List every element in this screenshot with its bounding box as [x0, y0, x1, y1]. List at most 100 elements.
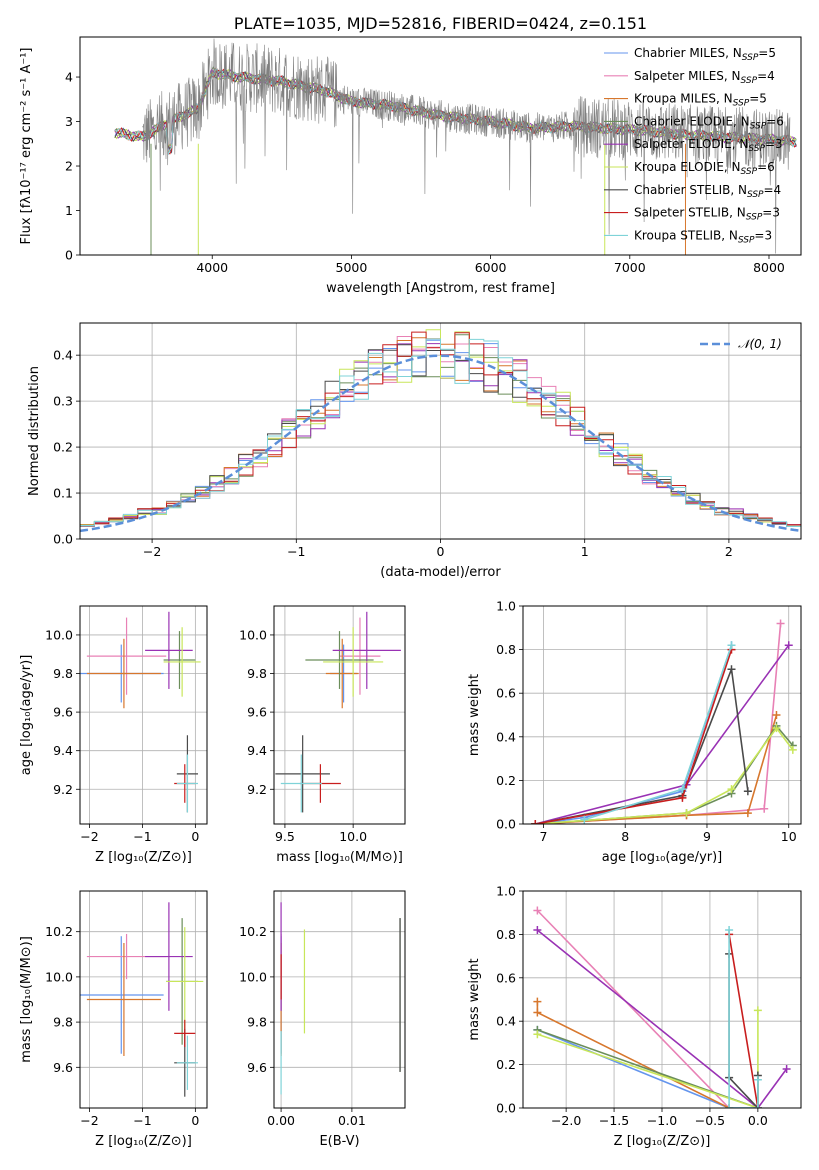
mass-weight-marker	[580, 815, 589, 824]
mass-weight-line	[537, 1010, 759, 1108]
mass-weight-marker	[784, 641, 793, 650]
y-tick-label: 0.0	[496, 1101, 516, 1116]
y-tick-label: 0.4	[53, 348, 73, 363]
mass-weight-marker	[753, 1104, 762, 1108]
x-tick-label: 5000	[336, 260, 368, 275]
y-tick-label: 4	[65, 70, 73, 85]
axes-age-Z: −2 −1 0 9.2 9.4 9.6 9.8 10.0 Z [log₁₀(Z/Z⊙)] age …	[19, 605, 208, 865]
plot-area	[80, 606, 207, 824]
y-tick-label: 1.0	[496, 599, 516, 614]
mass-weight-marker	[682, 809, 691, 818]
plot-area	[274, 606, 405, 824]
x-tick-label: 1	[581, 544, 589, 559]
x-tick-label: −1.5	[599, 1113, 629, 1128]
y-tick-label: 1.0	[496, 884, 516, 899]
mass-weight-marker	[533, 1008, 542, 1017]
legend-label: Chabrier ELODIE, NSSP=6	[634, 114, 784, 131]
x-tick-label: −1	[287, 544, 305, 559]
x-tick-label: −0.5	[695, 1113, 725, 1128]
y-tick-label: 9.6	[247, 705, 267, 720]
mass-weight-marker	[760, 804, 769, 813]
axes-frame	[522, 605, 802, 825]
y-tick-label: 2	[65, 159, 73, 174]
y-tick-label: 9.8	[247, 666, 267, 681]
x-axis-label: (data-model)/error	[380, 565, 501, 580]
y-axis-label: mass weight	[467, 674, 482, 756]
x-tick-label: 0.00	[267, 1113, 295, 1128]
mass-weight-line	[728, 934, 759, 1108]
legend-label: Kroupa ELODIE, NSSP=6	[634, 160, 775, 177]
mass-weight-marker	[727, 665, 736, 674]
plot-area	[80, 323, 801, 539]
x-tick-label: 6000	[475, 260, 507, 275]
axes-frame	[273, 890, 406, 1109]
x-tick-label: −2.0	[551, 1113, 581, 1128]
y-tick-label: 0.8	[496, 927, 516, 942]
mass-weight-marker	[533, 1030, 542, 1039]
legend-label: Chabrier MILES, NSSP=5	[634, 46, 776, 63]
y-tick-label: 10.0	[239, 969, 267, 984]
x-tick-label: 4000	[196, 260, 228, 275]
y-axis-label: mass [log₁₀(M/M⊙)]	[19, 936, 34, 1063]
x-tick-label: 10.0	[339, 829, 367, 844]
mass-weight-line	[536, 909, 730, 1108]
legend-label: Kroupa STELIB, NSSP=3	[634, 228, 772, 245]
x-tick-label: 0	[437, 544, 445, 559]
y-tick-label: 1	[65, 203, 73, 218]
x-tick-label: 8	[621, 829, 629, 844]
mass-weight-marker	[782, 1064, 791, 1073]
y-tick-label: 0.3	[53, 394, 73, 409]
mass-weight-marker	[727, 785, 736, 794]
x-axis-label: E(B-V)	[319, 1134, 359, 1149]
y-tick-label: 0.0	[496, 817, 516, 832]
x-tick-label: 7	[539, 829, 547, 844]
y-tick-label: 9.8	[53, 666, 73, 681]
x-tick-label: 8000	[753, 260, 785, 275]
chart-title: PLATE=1035, MJD=52816, FIBERID=0424, z=0…	[234, 14, 647, 33]
y-axis-label: Normed distribution	[27, 366, 42, 496]
mass-weight-marker	[533, 926, 542, 935]
y-tick-label: 9.2	[247, 782, 267, 797]
axes-mass-EBV: 0.00 0.01 9.6 9.8 10.0 10.2 E(B-V)	[239, 890, 406, 1149]
x-axis-label: wavelength [Angstrom, rest frame]	[326, 281, 555, 296]
histogram-step-line	[80, 338, 801, 527]
axes-frame	[79, 890, 208, 1109]
histogram-step-line	[80, 331, 801, 526]
observed-spectrum-line	[142, 38, 791, 254]
plot-area	[114, 38, 797, 255]
x-tick-label: −2	[80, 1113, 98, 1128]
y-tick-label: 0.2	[496, 773, 516, 788]
y-tick-label: 10.0	[45, 969, 73, 984]
mass-weight-line	[536, 929, 788, 1108]
y-tick-label: 0	[65, 248, 73, 263]
x-axis-label: age [log₁₀(age/yr)]	[602, 850, 723, 865]
y-tick-label: 3	[65, 114, 73, 129]
y-tick-label: 0.1	[53, 486, 73, 501]
y-tick-label: 9.6	[53, 705, 73, 720]
mass-weight-marker	[678, 785, 687, 794]
y-tick-label: 10.0	[45, 627, 73, 642]
y-tick-label: 0.2	[496, 1057, 516, 1072]
x-axis-label: Z [log₁₀(Z/Z⊙)]	[95, 850, 192, 865]
y-tick-label: 9.6	[53, 1060, 73, 1075]
plot-area	[274, 891, 405, 1108]
x-tick-label: 0	[191, 1113, 199, 1128]
axes-age-mass: 9.5 10.0 9.2 9.4 9.6 9.8 10.0 mass [log₁₀(M/M⊙)…	[239, 605, 406, 865]
mass-weight-marker	[725, 1104, 734, 1108]
mass-weight-marker	[788, 745, 797, 754]
legend-label: Chabrier STELIB, NSSP=4	[634, 183, 781, 200]
x-tick-label: 0	[191, 829, 199, 844]
y-tick-label: 10.2	[45, 924, 73, 939]
mass-weight-line	[535, 668, 749, 824]
mass-weight-marker	[727, 641, 736, 650]
x-axis-label: Z [log₁₀(Z/Z⊙)]	[95, 1134, 192, 1149]
y-tick-label: 9.8	[53, 1015, 73, 1030]
axes-residuals: −2 −1 0 1 2 0.0 0.1 0.2 0.3 0.4 (data-model)/error…	[27, 322, 802, 580]
axes-frame	[79, 322, 802, 540]
mass-weight-marker	[533, 997, 542, 1006]
y-tick-label: 0.4	[496, 1014, 516, 1029]
axes-frame	[522, 890, 802, 1109]
y-tick-label: 0.8	[496, 642, 516, 657]
y-tick-label: 10.2	[239, 924, 267, 939]
